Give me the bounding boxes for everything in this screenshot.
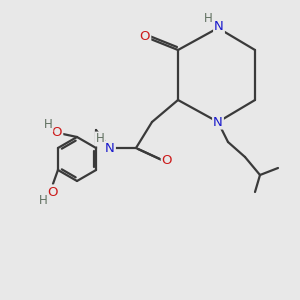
Text: O: O [52,127,62,140]
Text: O: O [140,31,150,44]
Text: H: H [96,133,104,146]
Text: N: N [105,142,115,154]
Text: H: H [204,11,212,25]
Text: H: H [39,194,47,206]
Text: N: N [213,116,223,128]
Text: O: O [48,185,58,199]
Text: N: N [214,20,224,34]
Text: H: H [44,118,52,131]
Text: O: O [162,154,172,167]
